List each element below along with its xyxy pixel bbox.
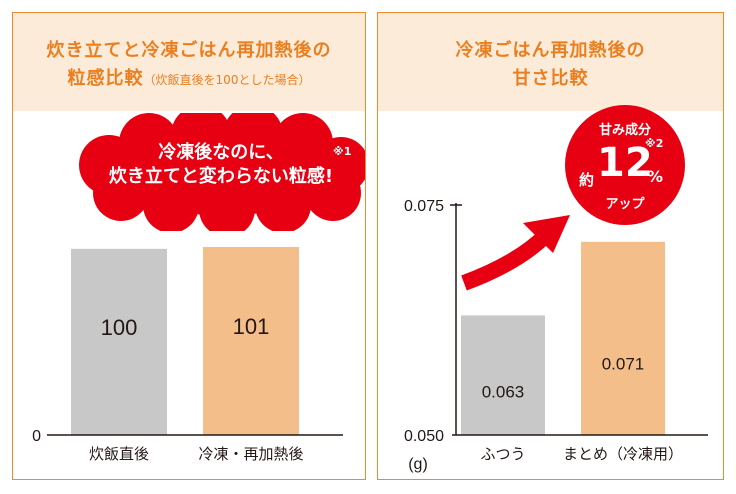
- category-label: 炊飯直後: [89, 445, 149, 463]
- y-tick-label: 0: [32, 428, 41, 445]
- badge-percentage: 12: [597, 140, 653, 186]
- badge-suffix: アップ: [605, 197, 645, 212]
- y-unit-label: (g): [408, 456, 428, 473]
- bar-value-label: 0.071: [602, 355, 645, 374]
- texture-bar-chart: 100 炊飯直後 101 冷凍・再加熱後 0: [32, 246, 343, 463]
- bar-value-label: 0.063: [482, 383, 525, 402]
- callout-line-2: 炊き立てと変わらない粒感!: [108, 166, 334, 187]
- bar: [71, 248, 167, 435]
- texture-comparison-panel: 炊き立てと冷凍ごはん再加熱後の 粒感比較（炊飯直後を100とした場合） 100 炊…: [12, 12, 366, 480]
- title-line-1: 冷凍ごはん再加熱後の: [455, 40, 646, 61]
- badge-percent-sign: %: [647, 167, 664, 186]
- y-tick-label: 0.075: [404, 198, 444, 215]
- sweetness-bar-chart: 0.063 ふつう 0.071 まとめ（冷凍用） 0.050 0.075 (g): [404, 198, 708, 473]
- bar: [461, 315, 545, 435]
- cloud-shape: [79, 113, 365, 231]
- bar: [203, 246, 299, 435]
- title-line-2: 粒感比較: [67, 68, 144, 89]
- panel-title: 炊き立てと冷凍ごはん再加熱後の 粒感比較（炊飯直後を100とした場合）: [13, 37, 365, 94]
- title-line-2: 甘さ比較: [512, 68, 589, 89]
- bar-value-label: 101: [233, 314, 270, 339]
- bar-value-label: 100: [101, 315, 138, 340]
- callout-line-1: 冷凍後なのに、: [158, 142, 284, 163]
- panel-title: 冷凍ごはん再加熱後の 甘さ比較: [378, 37, 723, 93]
- y-tick-label: 0.050: [404, 428, 444, 445]
- sweetness-badge: 甘み成分 ※2 約 12 % アップ: [565, 105, 685, 225]
- callout-bubble: 冷凍後なのに、 炊き立てと変わらない粒感! ※1: [71, 113, 365, 231]
- badge-prefix: 約: [579, 171, 595, 189]
- callout-footnote-mark: ※1: [333, 145, 352, 158]
- badge-label: 甘み成分: [598, 123, 651, 138]
- category-label: 冷凍・再加熱後: [198, 445, 303, 463]
- panel-header: 冷凍ごはん再加熱後の 甘さ比較: [378, 13, 723, 111]
- title-note: （炊飯直後を100とした場合）: [143, 73, 311, 87]
- panel-header: 炊き立てと冷凍ごはん再加熱後の 粒感比較（炊飯直後を100とした場合）: [13, 13, 365, 111]
- category-label: ふつう: [480, 445, 525, 463]
- bar: [581, 241, 665, 435]
- title-line-1: 炊き立てと冷凍ごはん再加熱後の: [46, 40, 332, 61]
- callout-text: 冷凍後なのに、 炊き立てと変わらない粒感!: [71, 141, 365, 189]
- category-label: まとめ（冷凍用）: [563, 445, 683, 463]
- badge-footnote-mark: ※2: [645, 137, 664, 150]
- increase-arrow-icon: [461, 215, 570, 291]
- sweetness-comparison-panel: 冷凍ごはん再加熱後の 甘さ比較 0.063 ふつう 0.071 まとめ（冷凍用） 0.0…: [377, 12, 724, 480]
